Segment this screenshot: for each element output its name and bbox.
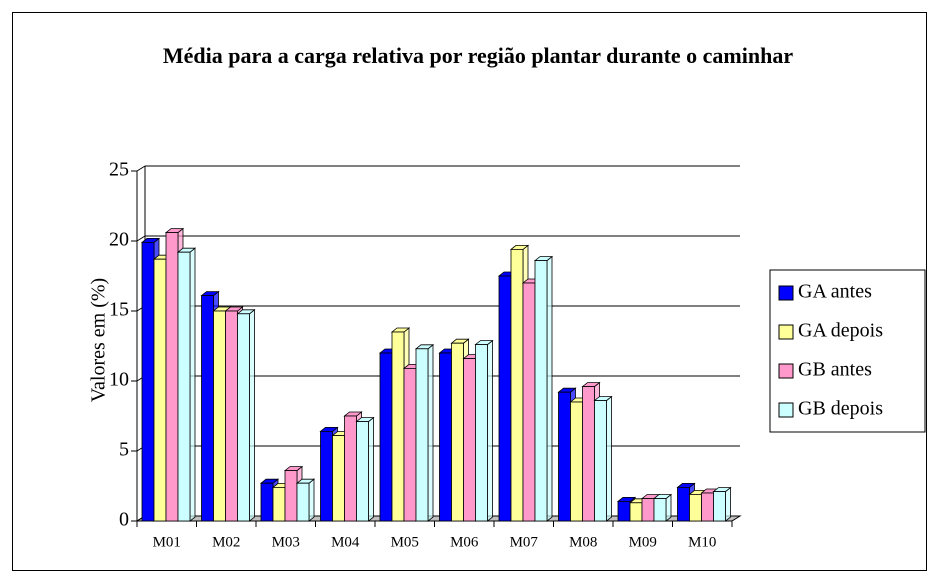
- bar: [617, 500, 631, 522]
- y-tick-label: 15: [109, 299, 129, 321]
- bar: [213, 310, 226, 522]
- bar-side: [189, 247, 196, 522]
- bar: [510, 248, 524, 522]
- y-tick-label: 10: [109, 369, 129, 391]
- bar: [558, 391, 571, 522]
- bar: [498, 275, 512, 522]
- bar: [439, 352, 452, 522]
- bar: [522, 282, 536, 522]
- x-tick-label: M09: [629, 534, 657, 550]
- legend-swatch: [778, 402, 794, 418]
- bar: [594, 400, 607, 522]
- bar-side: [427, 343, 434, 522]
- bar: [272, 486, 286, 522]
- bar: [201, 295, 214, 522]
- y-tick-label: 5: [119, 439, 129, 461]
- legend-swatch: [778, 285, 794, 301]
- x-tick-label: M08: [569, 534, 597, 550]
- x-tick-label: M01: [153, 534, 181, 550]
- bar: [332, 435, 345, 522]
- bar-side: [665, 493, 672, 522]
- bar: [463, 358, 476, 522]
- bar: [701, 492, 714, 522]
- bar: [344, 415, 357, 522]
- bar: [629, 502, 643, 522]
- bar: [237, 313, 250, 522]
- bar: [713, 491, 726, 522]
- bar: [391, 331, 405, 522]
- x-tick-label: M06: [450, 534, 479, 550]
- legend-label: GB depois: [798, 398, 883, 420]
- y-tick-label: 25: [109, 159, 129, 181]
- legend-label: GA depois: [798, 320, 883, 342]
- bar-side: [725, 486, 731, 522]
- x-tick-label: M02: [212, 534, 240, 550]
- bar: [641, 498, 655, 522]
- bar: [653, 498, 667, 522]
- x-tick-label: M04: [331, 534, 360, 550]
- bar-side: [487, 339, 493, 522]
- x-tick-label: M03: [272, 534, 300, 550]
- bar: [320, 430, 333, 522]
- bar: [356, 421, 369, 522]
- bar-side: [249, 308, 255, 522]
- bar: [403, 367, 417, 522]
- bar: [582, 386, 595, 522]
- legend-label: GB antes: [798, 359, 872, 381]
- bar: [534, 260, 548, 522]
- y-tick-label: 0: [119, 509, 129, 531]
- legend-label: GA antes: [798, 281, 872, 303]
- bar: [570, 401, 583, 522]
- bar: [260, 482, 274, 522]
- bar: [153, 258, 167, 522]
- y-tick-label: 20: [109, 229, 129, 251]
- bar: [284, 470, 298, 522]
- y-tick-diag: [136, 235, 146, 242]
- bar: [677, 486, 690, 522]
- bar: [689, 493, 702, 522]
- x-tick-label: M10: [688, 534, 716, 550]
- bar: [475, 344, 488, 522]
- chart-border: [12, 12, 927, 571]
- bar: [415, 348, 429, 522]
- y-tick-diag: [136, 165, 146, 172]
- x-tick-label: M05: [391, 534, 419, 550]
- bar: [296, 482, 310, 522]
- bar-side: [606, 395, 612, 522]
- bar: [165, 232, 179, 522]
- y-axis-label: Valores em (%): [88, 278, 110, 402]
- bar-side: [546, 255, 553, 522]
- legend-swatch: [778, 363, 794, 379]
- chart-title: Média para a carga relativa por região p…: [162, 43, 794, 68]
- bar-side: [368, 416, 374, 522]
- x-tick-label: M07: [510, 534, 539, 550]
- bar: [379, 352, 393, 522]
- bar: [451, 342, 464, 522]
- bar: [177, 251, 191, 522]
- legend-swatch: [778, 324, 794, 340]
- bar: [225, 310, 238, 522]
- bar-side: [308, 478, 315, 522]
- bar: [141, 241, 155, 522]
- legend-box: [769, 269, 926, 433]
